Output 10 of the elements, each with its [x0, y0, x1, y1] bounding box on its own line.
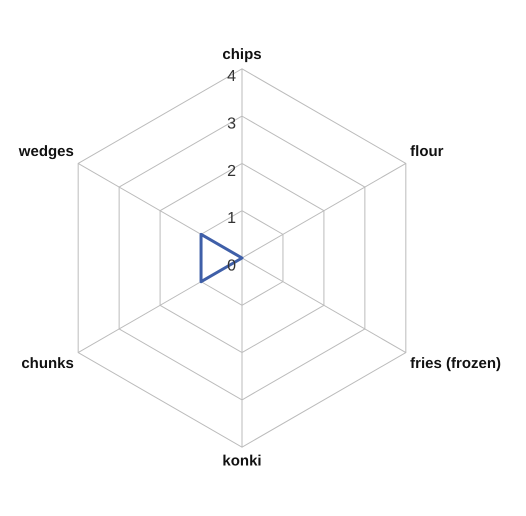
spoke-label: konki — [222, 452, 262, 470]
spoke-label: chips — [222, 46, 262, 63]
y-tick-label: 3 — [227, 116, 236, 133]
spoke-label: wedges — [18, 143, 74, 160]
y-tick-label: 1 — [227, 210, 236, 228]
y-tick-label: 2 — [227, 162, 236, 180]
y-tick-label: 4 — [227, 68, 236, 86]
spoke-label: flour — [410, 143, 444, 160]
spoke-label: chunks — [21, 355, 74, 372]
spoke-label: fries (frozen) — [410, 355, 502, 372]
